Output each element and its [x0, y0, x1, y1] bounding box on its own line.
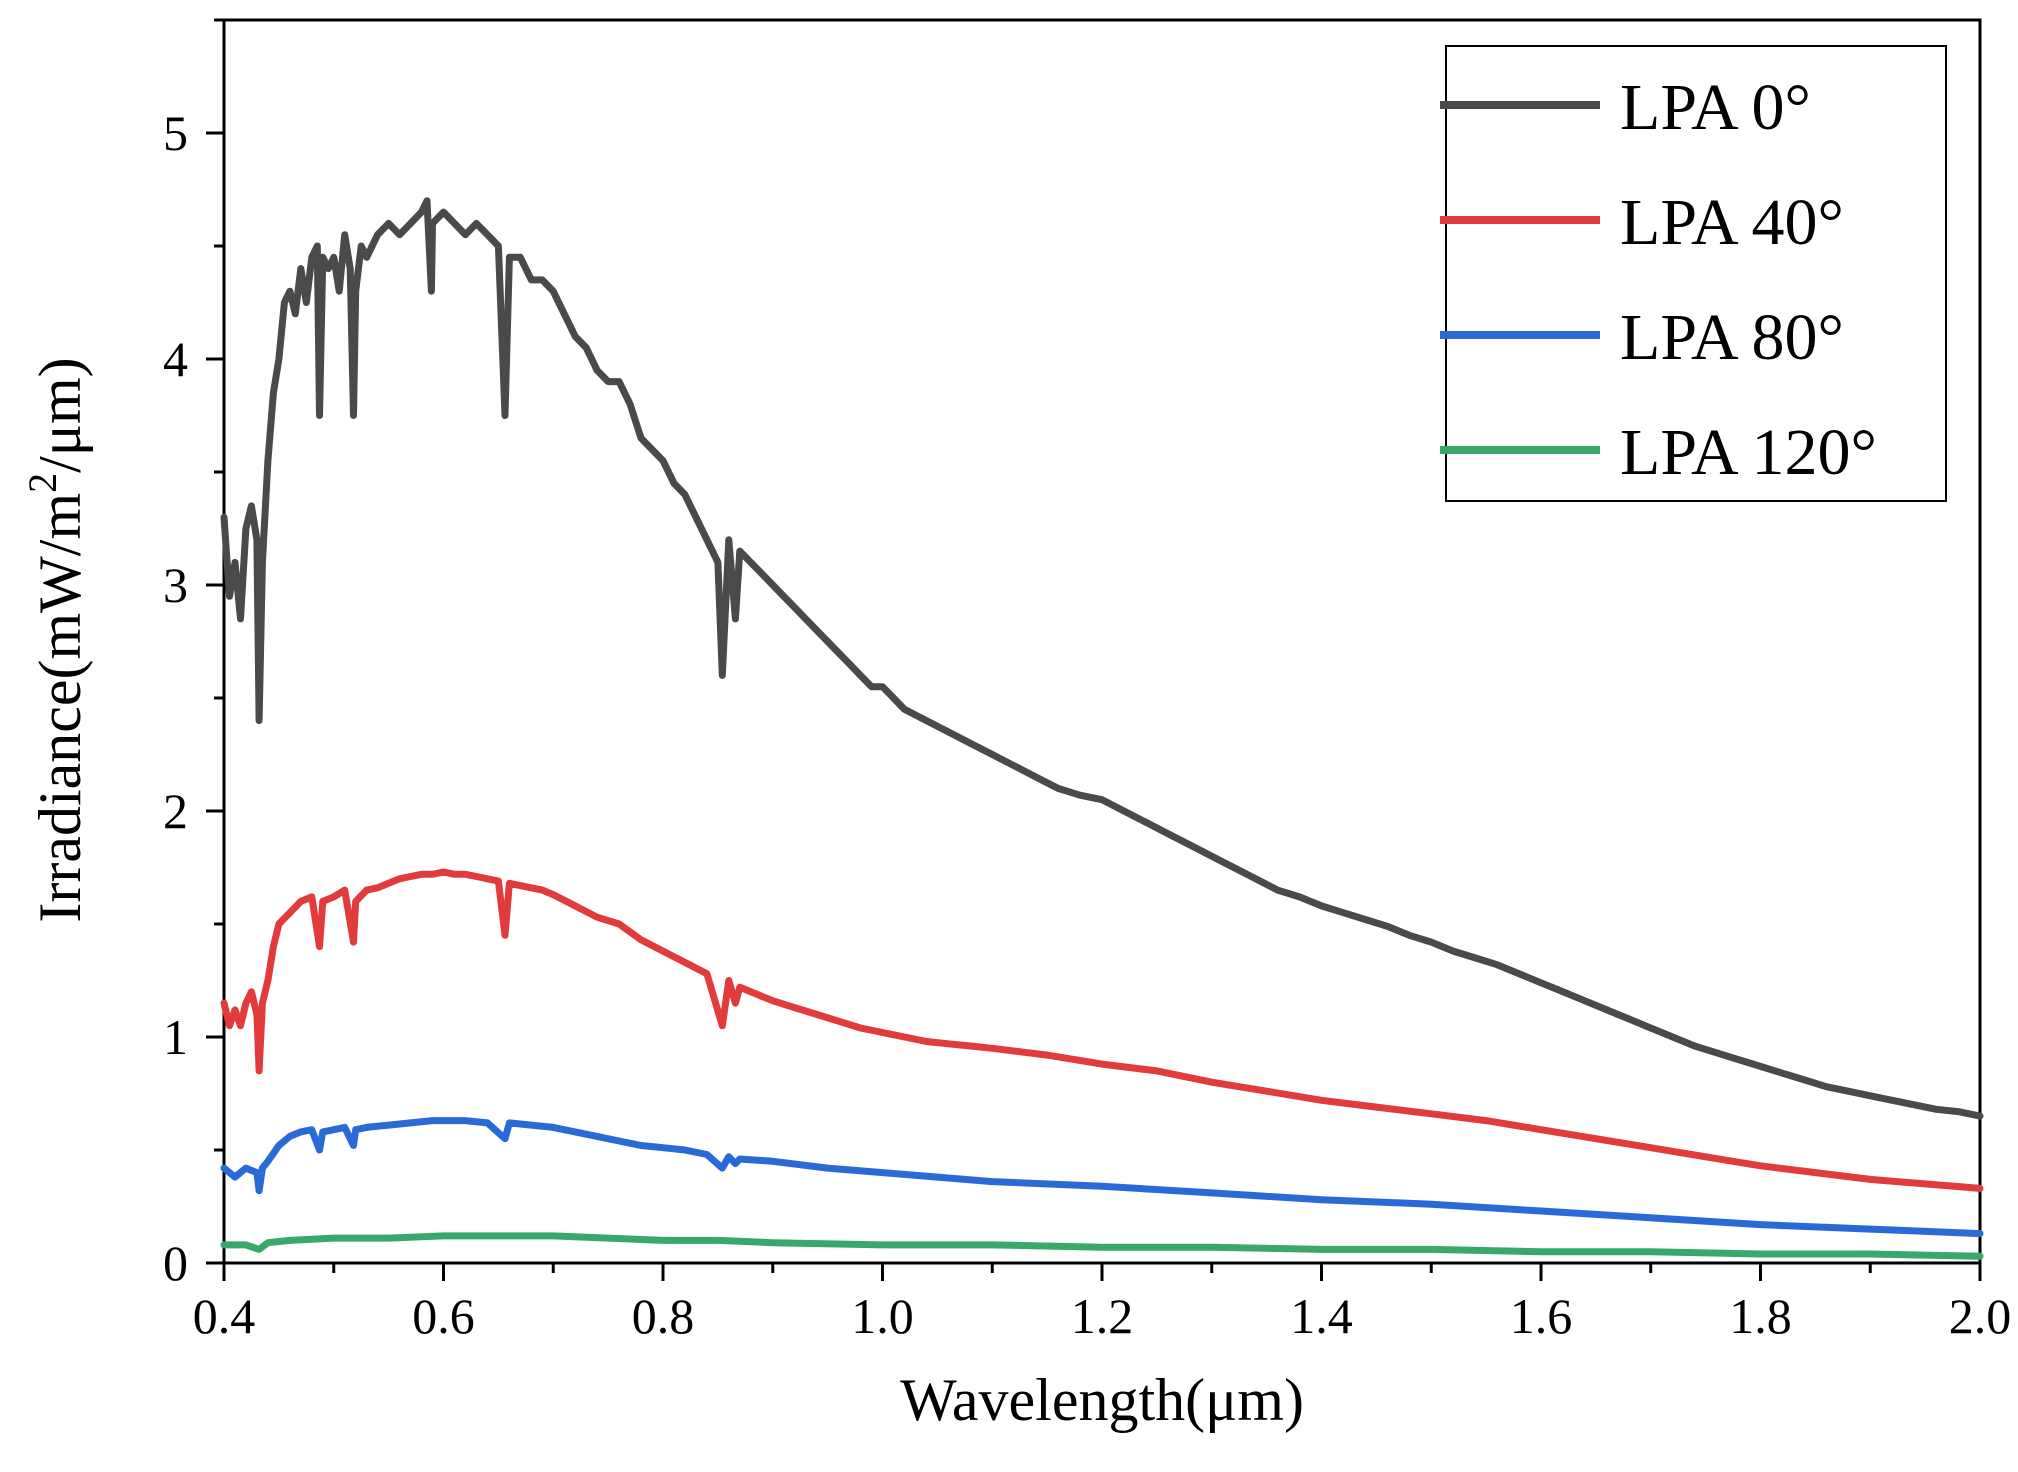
- y-tick-label: 4: [163, 331, 188, 387]
- y-tick-label: 2: [163, 783, 188, 839]
- tick-labels: 0.4 0.6 0.8 1.0 1.2 1.4 1.6 1.8 2.0 0 1 2 3 4 5: [163, 105, 2011, 1344]
- x-tick-label: 1.8: [1729, 1288, 1792, 1344]
- y-tick-label: 0: [163, 1235, 188, 1291]
- x-axis-title: Wavelength(μm): [900, 1367, 1304, 1433]
- legend-label: LPA 80°: [1620, 301, 1844, 374]
- x-tick-label: 1.2: [1071, 1288, 1134, 1344]
- y-tick-label: 1: [163, 1009, 188, 1065]
- x-tick-label: 0.4: [193, 1288, 256, 1344]
- series-line-1: [220, 197, 1984, 1120]
- series-line-3: [220, 1117, 1984, 1238]
- legend-box: [1445, 45, 1947, 502]
- y-axis-title: Irradiance(mW/m2/μm): [20, 357, 93, 922]
- y-tick-label: 3: [163, 557, 188, 613]
- legend-label: LPA 120°: [1620, 416, 1877, 489]
- legend-label: LPA 40°: [1620, 186, 1844, 259]
- x-tick-label: 0.8: [632, 1288, 695, 1344]
- x-tick-label: 2.0: [1949, 1288, 2012, 1344]
- x-tick-label: 1.0: [851, 1288, 914, 1344]
- series-line-4: [220, 1232, 1984, 1260]
- legend-label: LPA 0°: [1620, 71, 1811, 144]
- series-line-2: [220, 868, 1984, 1192]
- x-tick-label: 0.6: [412, 1288, 475, 1344]
- axis-ticks: [206, 18, 1982, 1281]
- y-tick-label: 5: [163, 105, 188, 161]
- x-tick-label: 1.6: [1510, 1288, 1573, 1344]
- x-tick-label: 1.4: [1290, 1288, 1353, 1344]
- legend: LPA 0° LPA 40° LPA 80° LPA 120°: [1440, 45, 1947, 502]
- y-axis-title-superscript: 2: [20, 473, 65, 493]
- series-layer: [220, 197, 1984, 1260]
